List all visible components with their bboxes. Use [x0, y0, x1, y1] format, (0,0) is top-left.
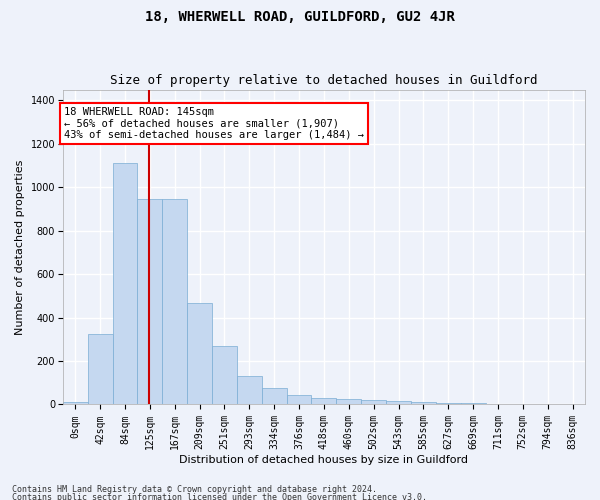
Bar	[436, 402, 461, 404]
Bar	[237, 376, 262, 404]
Text: Contains HM Land Registry data © Crown copyright and database right 2024.: Contains HM Land Registry data © Crown c…	[12, 486, 377, 494]
Bar	[113, 164, 137, 404]
Bar	[262, 388, 287, 404]
Bar	[337, 399, 361, 404]
Bar	[63, 402, 88, 404]
Bar	[212, 346, 237, 405]
Title: Size of property relative to detached houses in Guildford: Size of property relative to detached ho…	[110, 74, 538, 87]
Text: 18, WHERWELL ROAD, GUILDFORD, GU2 4JR: 18, WHERWELL ROAD, GUILDFORD, GU2 4JR	[145, 10, 455, 24]
Bar	[162, 199, 187, 404]
Bar	[137, 199, 162, 404]
Bar	[361, 400, 386, 404]
Bar	[311, 398, 337, 404]
Bar	[411, 402, 436, 404]
Y-axis label: Number of detached properties: Number of detached properties	[15, 160, 25, 334]
Bar	[386, 401, 411, 404]
Text: 18 WHERWELL ROAD: 145sqm
← 56% of detached houses are smaller (1,907)
43% of sem: 18 WHERWELL ROAD: 145sqm ← 56% of detach…	[64, 107, 364, 140]
Bar	[187, 304, 212, 404]
Text: Contains public sector information licensed under the Open Government Licence v3: Contains public sector information licen…	[12, 492, 427, 500]
X-axis label: Distribution of detached houses by size in Guildford: Distribution of detached houses by size …	[179, 455, 469, 465]
Bar	[287, 394, 311, 404]
Bar	[88, 334, 113, 404]
